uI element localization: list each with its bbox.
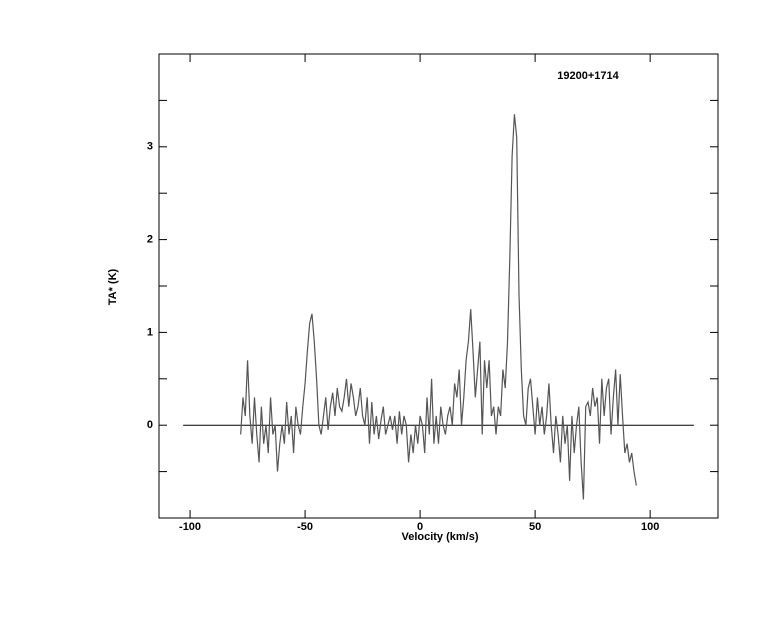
y-tick-label: 1 [147,326,153,338]
x-tick-label: 50 [529,521,541,533]
plot-frame [158,53,719,519]
x-tick-label: -50 [297,521,313,533]
spectrum-line [240,114,637,500]
y-tick-label: 3 [147,141,153,153]
y-tick-label: 0 [147,419,153,431]
y-axis-label: TA* (K) [107,268,119,305]
chart-title: 19200+1714 [557,70,619,82]
x-tick-label: 0 [417,521,423,533]
x-tick-label: -100 [179,521,201,533]
x-axis-label: Velocity (km/s) [401,531,478,543]
x-tick-label: 100 [641,521,659,533]
y-tick-label: 2 [147,234,153,246]
